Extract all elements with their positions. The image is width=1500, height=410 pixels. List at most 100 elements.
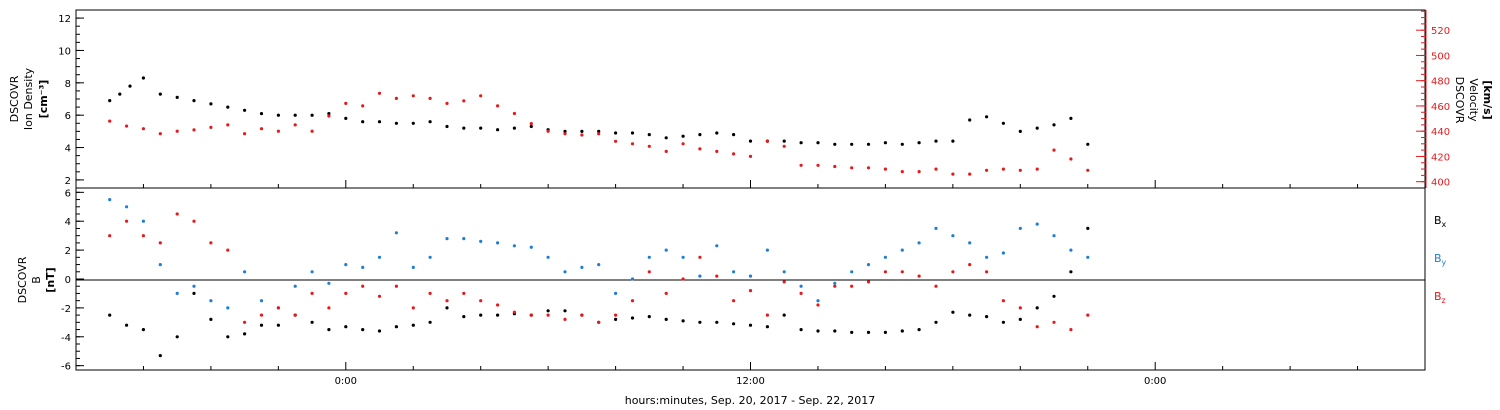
By-point <box>546 255 550 259</box>
density-point <box>1069 116 1073 120</box>
Bz-point <box>698 255 702 259</box>
density-point <box>512 126 517 130</box>
velocity-point <box>108 119 112 123</box>
velocity-tick-label: 420 <box>1431 152 1450 163</box>
Bz-point <box>1001 299 1006 303</box>
density-point <box>614 131 618 135</box>
Bz-point <box>647 270 651 274</box>
velocity-point <box>428 96 432 100</box>
Bz-point <box>428 291 432 295</box>
density-point <box>462 126 466 130</box>
density-point <box>580 129 584 133</box>
density-point <box>866 142 871 146</box>
density-point <box>361 120 365 124</box>
By-point <box>1052 234 1056 238</box>
velocity-point <box>529 122 533 126</box>
velocity-point <box>479 94 483 98</box>
Bx-point <box>462 315 466 319</box>
By-point <box>1018 226 1022 230</box>
By-point <box>125 205 129 209</box>
velocity-point <box>917 170 921 174</box>
field-ylabel-line1: DSCOVR <box>16 256 29 303</box>
Bz-point <box>1086 313 1090 317</box>
velocity-point <box>293 123 297 127</box>
Bz-point <box>900 270 904 274</box>
velocity-ylabel-line2: Velocity <box>1467 78 1480 122</box>
density-point <box>327 112 331 116</box>
density-point <box>479 126 483 130</box>
velocity-point <box>462 99 466 103</box>
By-point <box>344 263 348 267</box>
Bx-point <box>934 320 938 324</box>
By-point <box>361 265 365 269</box>
Bx-point <box>243 332 247 336</box>
By-point <box>529 245 533 249</box>
velocity-tick-label: 440 <box>1431 127 1450 138</box>
density-point <box>377 120 382 124</box>
velocity-point <box>394 96 398 100</box>
density-point <box>445 124 449 129</box>
density-point <box>900 142 904 146</box>
velocity-ylabel-line1: DSCOVR <box>1453 77 1466 124</box>
velocity-point <box>799 163 803 167</box>
By-point <box>799 284 803 288</box>
velocity-point <box>698 147 702 151</box>
By-point <box>647 255 651 259</box>
field-tick-label: -2 <box>61 304 71 315</box>
density-point <box>1001 121 1006 125</box>
Bz-point <box>850 284 854 288</box>
Bx-point <box>664 317 668 321</box>
density-point <box>968 118 972 122</box>
axis-ticks: 0:00 12:00 0:00246810124004204404604805005… <box>58 10 1450 387</box>
Bz-point <box>1035 325 1039 329</box>
Bz-point <box>209 241 213 245</box>
x-axis-label: hours:minutes, Sep. 20, 2017 - Sep. 22, … <box>625 394 876 407</box>
By-point <box>563 270 567 274</box>
density-point <box>630 131 635 135</box>
field-tick-label: -6 <box>61 362 71 373</box>
velocity-point <box>1018 168 1022 172</box>
Bx-point <box>833 329 837 333</box>
velocity-point <box>243 132 247 136</box>
Bx-point <box>883 330 888 334</box>
Bz-point <box>782 280 786 284</box>
By-point <box>951 234 955 238</box>
Bx-point <box>1069 270 1073 274</box>
By-point <box>377 255 382 259</box>
Bz-point <box>411 306 415 310</box>
velocity-point <box>816 163 820 167</box>
density-tick-label: 2 <box>65 176 71 187</box>
velocity-point <box>496 104 500 108</box>
Bx-point <box>192 291 196 295</box>
By-point <box>192 284 196 288</box>
Bz-point <box>394 284 398 288</box>
By-point <box>850 270 854 274</box>
density-point <box>259 112 264 116</box>
Bx-point <box>377 329 382 333</box>
Bz-point <box>1018 306 1022 310</box>
By-point <box>985 255 989 259</box>
Bx-point <box>108 313 112 317</box>
By-point <box>917 241 921 245</box>
Bx-point <box>647 315 651 319</box>
Bx-point <box>900 329 904 333</box>
Bx-point <box>951 310 955 314</box>
Bz-point <box>664 291 668 295</box>
Bz-point <box>1069 328 1073 332</box>
velocity-point <box>866 166 871 170</box>
By-point <box>226 306 230 310</box>
velocity-point <box>630 142 635 146</box>
By-point <box>428 255 432 259</box>
Bx-point <box>630 316 635 320</box>
By-point <box>883 255 888 259</box>
Bx-point <box>361 328 365 332</box>
By-point <box>411 265 415 269</box>
plasma-panel-frame <box>75 9 1426 189</box>
density-point <box>141 76 145 80</box>
density-point <box>985 115 989 119</box>
Bx-point <box>732 322 736 326</box>
By-point <box>1035 222 1039 226</box>
velocity-point <box>732 152 736 156</box>
Bz-point <box>985 270 989 274</box>
